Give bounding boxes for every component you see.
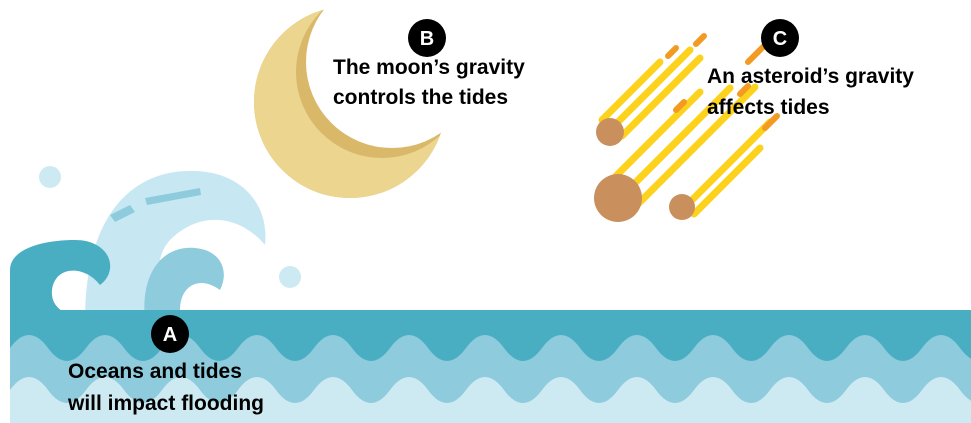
badge-letter: B bbox=[420, 28, 434, 50]
scene: A Oceans and tides will impact flooding B Th… bbox=[0, 0, 971, 423]
option-label: will impact flooding bbox=[67, 392, 264, 415]
option-label: Oceans and tides bbox=[68, 360, 242, 383]
option-label: The moon’s gravity bbox=[333, 56, 525, 79]
badge-letter: C bbox=[773, 28, 787, 50]
option-label: affects tides bbox=[707, 96, 830, 119]
option-label: An asteroid’s gravity bbox=[707, 65, 914, 88]
asteroids bbox=[594, 36, 777, 222]
option-label: controls the tides bbox=[333, 86, 508, 109]
badge-letter: A bbox=[163, 324, 177, 346]
